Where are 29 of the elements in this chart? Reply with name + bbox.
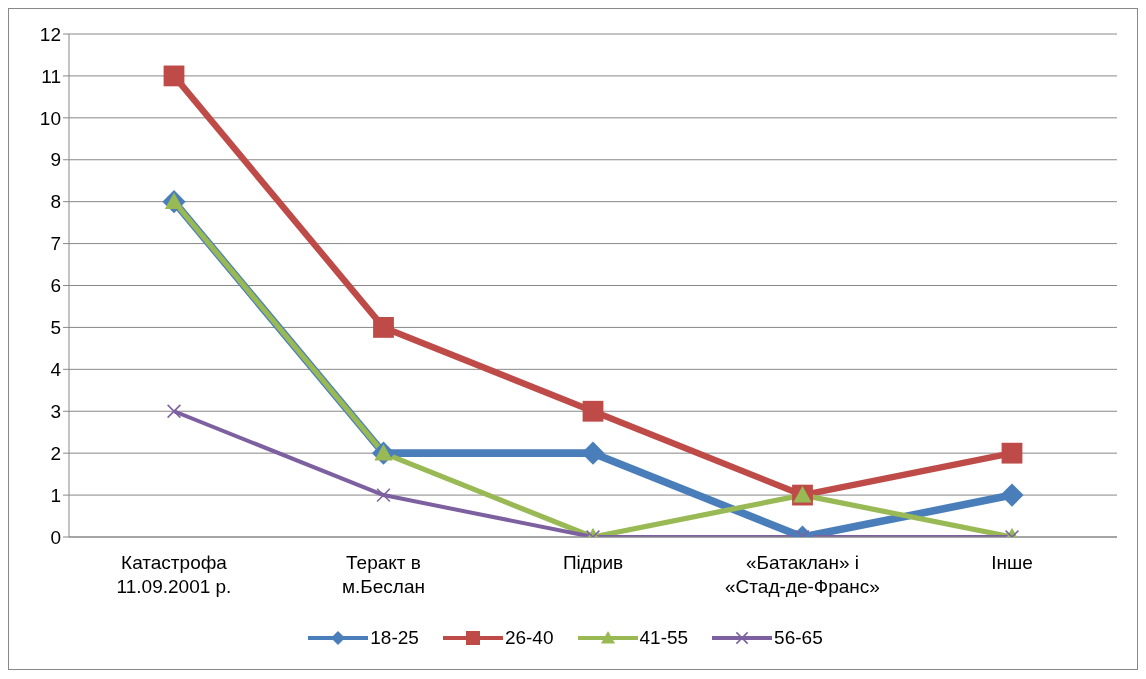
y-tick-label: 11 — [41, 65, 61, 87]
point — [163, 65, 185, 87]
y-tick-label: 4 — [50, 359, 62, 381]
y-tick-label: 5 — [50, 317, 61, 339]
point — [373, 317, 394, 338]
point — [166, 404, 182, 419]
x-tick-label: Теракт в м.Беслан — [341, 552, 426, 597]
y-tick-label: 10 — [39, 107, 61, 129]
x-tick-label: «Батаклан» і «Стад-де-Франс» — [725, 552, 880, 597]
point — [376, 487, 391, 503]
y-tick-label: 0 — [50, 526, 61, 548]
y-tick-label: 1 — [50, 484, 61, 506]
legend-label: 56-65 — [773, 627, 823, 649]
y-tick-label: 2 — [50, 442, 61, 464]
y-tick-label: 9 — [50, 149, 61, 171]
y-tick-label: 6 — [50, 275, 61, 297]
point — [1001, 442, 1023, 464]
x-tick-label: Інше — [991, 552, 1033, 573]
legend-label: 41-55 — [638, 627, 689, 649]
y-tick-label: 7 — [50, 233, 61, 255]
legend-label: 26-40 — [503, 627, 554, 649]
y-tick-label: 3 — [50, 400, 61, 422]
x-tick-label: Катастрофа 11.09.2001 р. — [116, 552, 232, 597]
x-tick-label: Підрив — [562, 552, 624, 573]
y-tick-label: 8 — [50, 191, 61, 213]
legend-label: 18-25 — [369, 627, 419, 649]
point — [582, 400, 604, 422]
y-tick-label: 12 — [39, 23, 61, 45]
point — [1000, 483, 1024, 507]
